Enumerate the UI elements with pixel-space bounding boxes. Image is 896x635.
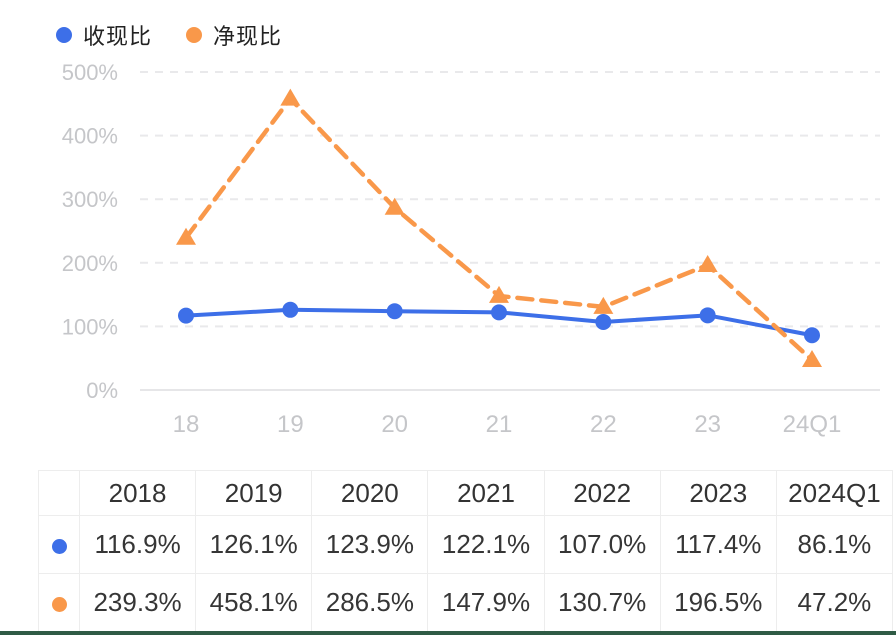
table-value-cell: 86.1% bbox=[775, 515, 894, 574]
series-dot-icon bbox=[51, 596, 67, 612]
table-value-cell: 286.5% bbox=[311, 573, 429, 632]
table-value-cell: 47.2% bbox=[775, 573, 894, 632]
y-tick-label: 300% bbox=[62, 187, 118, 212]
x-tick-label: 18 bbox=[173, 411, 200, 438]
table-header-year: 2019 bbox=[195, 470, 313, 516]
data-point-circle-marker[interactable] bbox=[282, 301, 299, 318]
bottom-divider bbox=[0, 631, 896, 635]
data-point-circle-marker[interactable] bbox=[491, 304, 507, 321]
legend-marker-icon bbox=[56, 27, 72, 43]
table-value-cell: 239.3% bbox=[78, 573, 197, 632]
legend-label: 收现比 bbox=[83, 24, 153, 49]
data-point-circle-marker[interactable] bbox=[386, 303, 403, 320]
table-value-cell: 126.1% bbox=[195, 515, 313, 574]
table-value-cell: 458.1% bbox=[195, 573, 313, 632]
table-value-cell: 196.5% bbox=[659, 573, 777, 632]
data-point-triangle-marker[interactable] bbox=[176, 227, 196, 245]
table-value-cell: 122.1% bbox=[427, 515, 545, 574]
series-marker-cell bbox=[38, 573, 80, 632]
legend-marker-icon bbox=[186, 27, 203, 43]
table-value-cell: 107.0% bbox=[543, 515, 661, 574]
data-point-triangle-marker[interactable] bbox=[697, 255, 718, 273]
data-point-triangle-marker[interactable] bbox=[593, 296, 614, 314]
series-dot-icon bbox=[51, 538, 67, 554]
table-header-marker-cell bbox=[38, 470, 80, 516]
data-point-circle-marker[interactable] bbox=[699, 307, 716, 324]
table-header-year: 2021 bbox=[427, 470, 545, 516]
data-point-circle-marker[interactable] bbox=[595, 313, 612, 330]
table-row: 116.9% 126.1% 123.9% 122.1% 107.0% 117.4% 86.1… bbox=[38, 515, 894, 574]
x-tick-label: 23 bbox=[694, 411, 721, 438]
line-chart[interactable]: 0% 100% 200% 300% 400% 500% 18 19 20 21 22 23 24Q1 bbox=[0, 0, 896, 455]
data-point-circle-marker[interactable] bbox=[804, 327, 820, 344]
table-header-year: 2024Q1 bbox=[775, 470, 894, 516]
table-header-year: 2023 bbox=[659, 470, 777, 516]
table-header-year: 2022 bbox=[543, 470, 661, 516]
table-header: 2018 2019 2020 2021 2022 2023 2024Q1 bbox=[38, 470, 894, 516]
table-body: 116.9% 126.1% 123.9% 122.1% 107.0% 117.4% 86.1… bbox=[38, 515, 894, 632]
y-tick-label: 200% bbox=[62, 251, 118, 276]
chart-legend: 收现比 净现比 bbox=[56, 19, 282, 51]
y-tick-label: 0% bbox=[86, 378, 118, 403]
series-marker-cell bbox=[38, 515, 80, 574]
table-value-cell: 147.9% bbox=[427, 573, 545, 632]
data-point-triangle-marker[interactable] bbox=[280, 88, 301, 106]
x-tick-label: 22 bbox=[590, 411, 617, 438]
table-header-row: 2018 2019 2020 2021 2022 2023 2024Q1 bbox=[38, 470, 894, 516]
x-tick-label: 20 bbox=[381, 411, 408, 438]
x-tick-label: 19 bbox=[277, 411, 304, 438]
table-value-cell: 116.9% bbox=[78, 515, 197, 574]
data-table: 2018 2019 2020 2021 2022 2023 2024Q1 116.9% 126… bbox=[38, 470, 894, 632]
table-value-cell: 130.7% bbox=[543, 573, 661, 632]
x-tick-label: 21 bbox=[486, 411, 513, 438]
table-value-cell: 123.9% bbox=[311, 515, 429, 574]
x-tick-label: 24Q1 bbox=[783, 411, 842, 438]
table-header-year: 2018 bbox=[78, 470, 197, 516]
series-line-1 bbox=[183, 96, 815, 363]
legend-label: 净现比 bbox=[213, 24, 283, 49]
table-value-cell: 117.4% bbox=[659, 515, 777, 574]
y-tick-label: 500% bbox=[62, 60, 118, 85]
data-point-circle-marker[interactable] bbox=[178, 307, 194, 324]
data-point-triangle-marker[interactable] bbox=[384, 197, 405, 215]
y-tick-label: 400% bbox=[62, 124, 118, 149]
table-header-year: 2020 bbox=[311, 470, 429, 516]
legend-item[interactable]: 净现比 bbox=[186, 19, 282, 51]
table-row: 239.3% 458.1% 286.5% 147.9% 130.7% 196.5% 47.2… bbox=[38, 573, 894, 632]
y-tick-label: 100% bbox=[62, 314, 118, 339]
data-point-triangle-marker[interactable] bbox=[489, 285, 509, 303]
legend-item[interactable]: 收现比 bbox=[56, 19, 152, 51]
data-point-triangle-marker[interactable] bbox=[802, 349, 822, 367]
